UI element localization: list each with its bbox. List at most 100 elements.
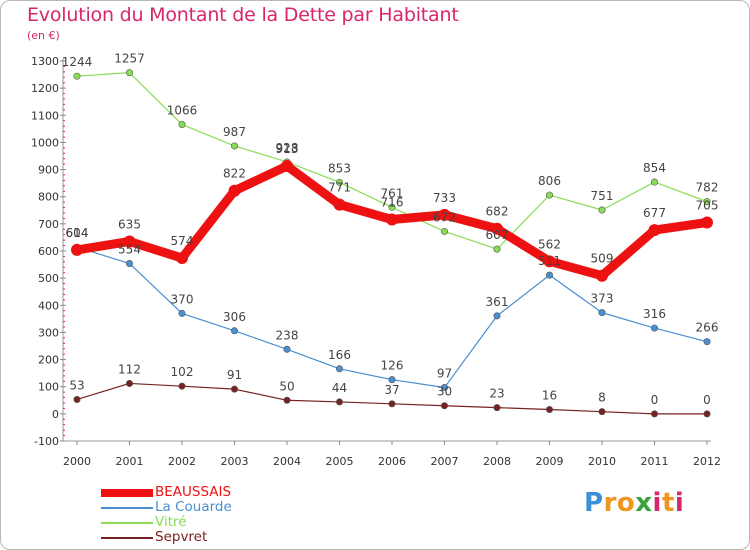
data-point [596, 269, 608, 282]
data-label: 509 [591, 252, 614, 266]
data-point [543, 255, 556, 268]
legend-swatch [101, 521, 153, 524]
data-point [648, 224, 661, 237]
data-point [545, 191, 553, 199]
data-point [73, 72, 81, 80]
logo-letter: t [661, 488, 675, 518]
y-tick-label: 600 [38, 245, 59, 258]
data-label: 672 [433, 210, 456, 224]
data-point [335, 398, 343, 406]
point-labels: 1244 125710669879288537616726078067518547… [62, 52, 719, 407]
data-point [438, 208, 451, 221]
data-point [228, 184, 241, 197]
data-point [598, 309, 606, 317]
data-point [491, 222, 503, 235]
data-label: 607 [486, 228, 509, 242]
y-tick-label: 400 [38, 299, 59, 312]
data-label: 238 [276, 328, 299, 342]
y-tick-label: 500 [38, 272, 59, 285]
data-label: 316 [643, 307, 666, 321]
data-point [703, 338, 711, 346]
data-point [493, 312, 501, 320]
data-label: 771 [328, 181, 351, 195]
data-label: 677 [643, 206, 666, 220]
data-point [126, 259, 134, 267]
data-point [335, 178, 343, 186]
data-label: 806 [538, 174, 561, 188]
y-tick-label: 300 [38, 326, 59, 339]
data-point [650, 178, 658, 186]
data-point [701, 216, 713, 229]
data-point [283, 345, 291, 353]
data-point [598, 408, 606, 416]
data-point [650, 324, 658, 332]
x-tick-label: 2009 [536, 455, 564, 468]
data-point [440, 402, 448, 410]
data-label: 53 [69, 378, 84, 392]
data-label: 853 [328, 161, 351, 175]
data-label: 913 [276, 142, 299, 156]
y-tick-label: 1100 [31, 109, 59, 122]
legend-label: Vitré [155, 514, 187, 530]
data-point [703, 198, 711, 206]
data-point [281, 160, 293, 173]
data-label: 0 [703, 393, 711, 407]
data-point [333, 198, 346, 211]
x-tick-label: 2012 [693, 455, 721, 468]
legend-item: Vitré [101, 515, 232, 530]
data-label: 604 [66, 226, 89, 240]
data-label: 44 [332, 381, 347, 395]
data-label: 928 [276, 141, 299, 155]
data-point [598, 206, 606, 214]
data-point [703, 410, 711, 418]
logo-letter: i [652, 488, 662, 518]
logo-letter: P [584, 488, 604, 518]
data-point [176, 252, 188, 265]
data-label: 30 [437, 385, 452, 399]
logo-letter: x [635, 488, 653, 518]
data-point [73, 395, 81, 403]
legend: BEAUSSAIS La Couarde Vitré Sepvret [101, 485, 232, 545]
data-label: 751 [591, 189, 614, 203]
data-point [386, 213, 398, 226]
data-label: 0 [651, 393, 659, 407]
data-label: 635 [118, 218, 141, 232]
x-tick-label: 2003 [221, 455, 249, 468]
data-point [283, 396, 291, 404]
data-point [126, 379, 134, 387]
data-label: 8 [598, 391, 606, 405]
x-tick-label: 2004 [273, 455, 301, 468]
chart-subtitle: (en €) [27, 29, 60, 42]
legend-label: La Couarde [155, 499, 232, 515]
data-label: 306 [223, 310, 246, 324]
data-label: 987 [223, 125, 246, 139]
data-label: 614 [66, 226, 89, 240]
y-tick-label: 100 [38, 381, 59, 394]
data-label: 37 [384, 383, 399, 397]
logo-letter: i [674, 488, 685, 518]
y-tick-label: 1000 [31, 136, 59, 149]
y-tick-label: 700 [38, 218, 59, 231]
legend-swatch [101, 488, 153, 497]
data-point [545, 271, 553, 279]
data-label: 50 [279, 379, 294, 393]
data-point [493, 404, 501, 412]
series-lines [71, 69, 713, 418]
data-point [71, 243, 83, 256]
axes: -100010020030040050060070080090010001100… [31, 55, 721, 468]
data-point [126, 69, 134, 77]
data-point [335, 365, 343, 373]
data-point [440, 227, 448, 235]
data-label: 1257 [114, 52, 145, 66]
y-tick-label: 1200 [31, 82, 59, 95]
logo-letter: o [616, 488, 636, 518]
data-label: 854 [643, 161, 666, 175]
data-point [388, 203, 396, 211]
data-point [231, 327, 239, 335]
x-tick-label: 2006 [378, 455, 406, 468]
data-label: 733 [433, 191, 456, 205]
data-label: 91 [227, 368, 242, 382]
data-point [178, 309, 186, 317]
